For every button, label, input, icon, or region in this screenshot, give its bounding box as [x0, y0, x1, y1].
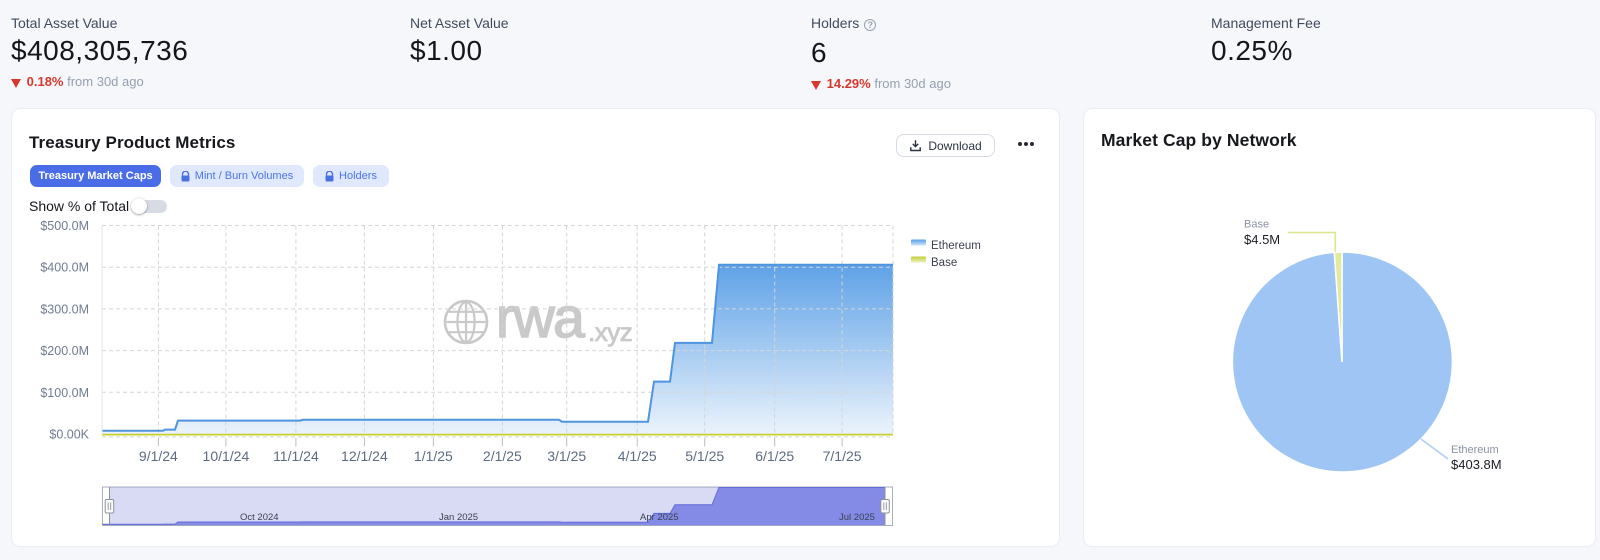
svg-text:3/1/25: 3/1/25: [547, 448, 586, 464]
svg-text:Ethereum: Ethereum: [1451, 444, 1499, 456]
svg-text:$500.0M: $500.0M: [40, 219, 89, 233]
svg-text:2/1/25: 2/1/25: [483, 448, 522, 464]
svg-text:5/1/25: 5/1/25: [685, 448, 724, 464]
svg-text:Jan 2025: Jan 2025: [439, 512, 478, 523]
svg-text:$300.0M: $300.0M: [40, 302, 89, 316]
svg-text:$100.0M: $100.0M: [40, 386, 89, 400]
svg-text:Apr 2025: Apr 2025: [640, 512, 679, 523]
svg-text:6/1/25: 6/1/25: [755, 448, 794, 464]
svg-text:Base: Base: [931, 257, 957, 269]
svg-text:4/1/25: 4/1/25: [618, 448, 657, 464]
svg-text:7/1/25: 7/1/25: [823, 448, 862, 464]
svg-text:9/1/24: 9/1/24: [139, 448, 178, 464]
svg-text:$400.0M: $400.0M: [40, 261, 89, 275]
svg-text:$200.0M: $200.0M: [40, 344, 89, 358]
svg-text:rwa: rwa: [496, 286, 585, 350]
svg-text:10/1/24: 10/1/24: [203, 448, 250, 464]
svg-text:12/1/24: 12/1/24: [341, 448, 388, 464]
svg-text:$403.8M: $403.8M: [1451, 457, 1502, 472]
svg-text:Ethereum: Ethereum: [931, 240, 981, 252]
svg-text:Jul 2025: Jul 2025: [839, 512, 875, 523]
svg-text:Oct 2024: Oct 2024: [240, 512, 279, 523]
svg-text:1/1/25: 1/1/25: [414, 448, 453, 464]
svg-text:$0.00K: $0.00K: [49, 428, 89, 442]
svg-text:11/1/24: 11/1/24: [273, 448, 319, 464]
svg-text:.xyz: .xyz: [588, 317, 632, 347]
svg-text:Base: Base: [1244, 219, 1269, 231]
svg-text:$4.5M: $4.5M: [1244, 232, 1280, 247]
